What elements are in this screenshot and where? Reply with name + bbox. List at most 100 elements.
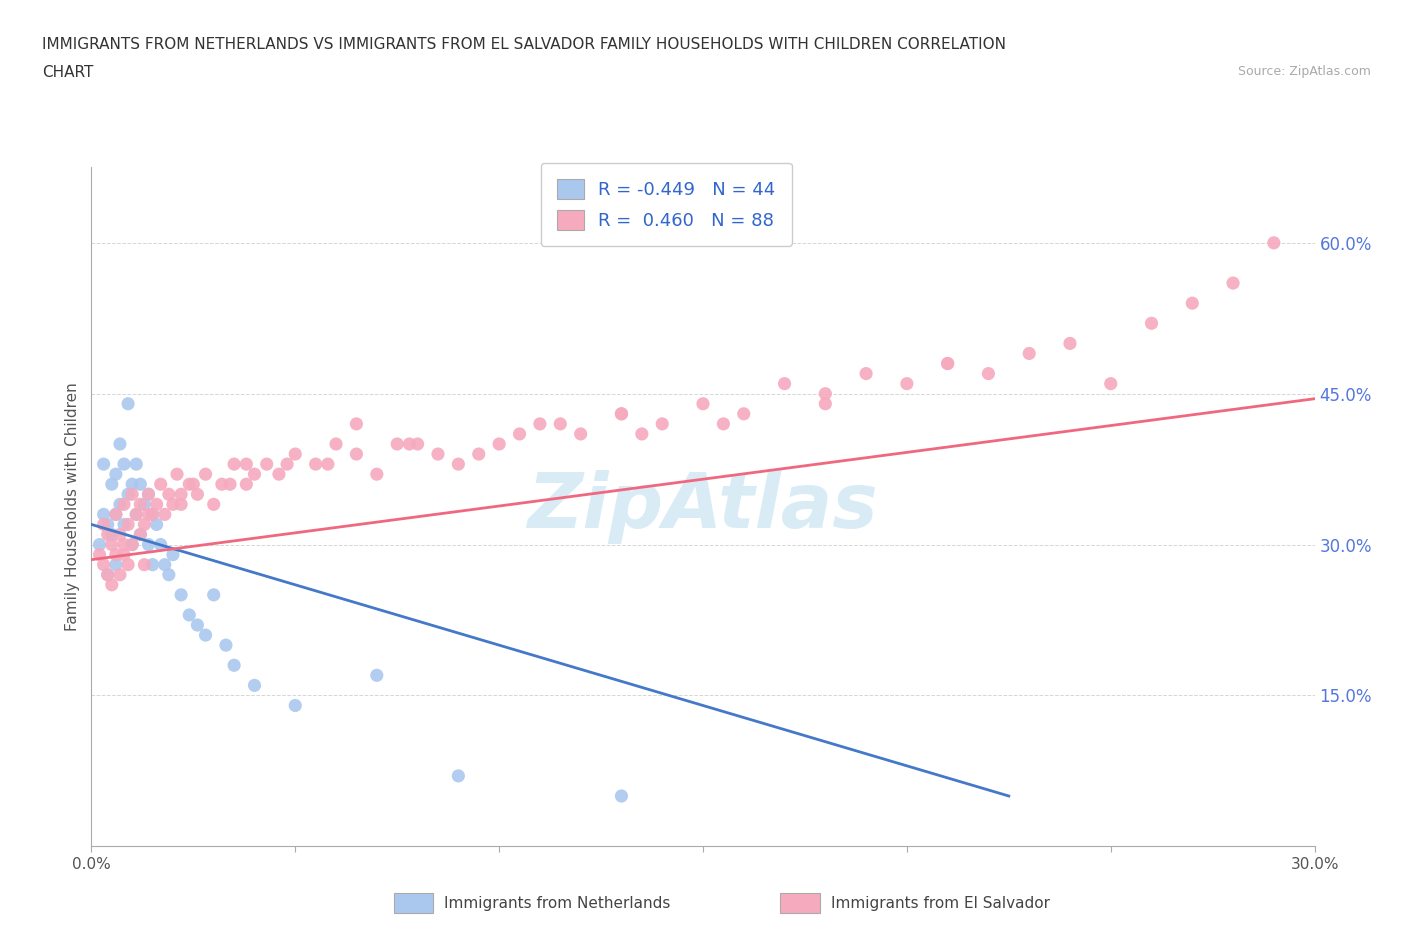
Point — [243, 678, 266, 693]
Point — [89, 547, 111, 562]
Point — [141, 507, 163, 522]
Point — [101, 538, 124, 552]
Point — [141, 507, 163, 522]
Point — [1263, 235, 1285, 250]
Point — [202, 497, 225, 512]
Point — [89, 538, 111, 552]
Point — [284, 446, 307, 461]
Point — [267, 467, 290, 482]
Point — [1099, 377, 1122, 392]
Point — [194, 628, 217, 643]
Point — [215, 638, 238, 653]
Point — [108, 527, 131, 542]
Point — [936, 356, 959, 371]
Point — [977, 366, 1000, 381]
Point — [138, 486, 160, 501]
Point — [117, 557, 139, 572]
Point — [112, 538, 135, 552]
Point — [121, 538, 143, 552]
Point — [162, 497, 184, 512]
Point — [121, 538, 143, 552]
Point — [896, 377, 918, 392]
Point — [97, 517, 120, 532]
Point — [125, 457, 148, 472]
Point — [346, 417, 368, 432]
Point — [1018, 346, 1040, 361]
Point — [385, 436, 409, 451]
Point — [235, 457, 257, 472]
Point — [814, 386, 837, 401]
Point — [651, 417, 673, 432]
Point — [219, 477, 242, 492]
Point — [108, 497, 131, 512]
Point — [692, 396, 714, 411]
Point — [134, 517, 156, 532]
Point — [170, 588, 193, 603]
Point — [936, 356, 959, 371]
Point — [138, 507, 160, 522]
Point — [117, 396, 139, 411]
Point — [129, 497, 152, 512]
Point — [129, 477, 152, 492]
Point — [222, 457, 246, 472]
Point — [162, 547, 184, 562]
Point — [97, 567, 120, 582]
Point — [149, 538, 172, 552]
Point — [179, 477, 201, 492]
Point — [211, 477, 233, 492]
Point — [447, 768, 470, 783]
Text: IMMIGRANTS FROM NETHERLANDS VS IMMIGRANTS FROM EL SALVADOR FAMILY HOUSEHOLDS WIT: IMMIGRANTS FROM NETHERLANDS VS IMMIGRANT… — [42, 37, 1007, 52]
Point — [153, 507, 176, 522]
Point — [610, 406, 633, 421]
Point — [256, 457, 278, 472]
Point — [316, 457, 339, 472]
Point — [284, 698, 307, 713]
Point — [631, 427, 654, 442]
Point — [304, 457, 326, 472]
Point — [101, 527, 124, 542]
Point — [366, 668, 388, 683]
Point — [112, 517, 135, 532]
Point — [129, 527, 152, 542]
Point — [488, 436, 510, 451]
Point — [125, 507, 148, 522]
Point — [93, 517, 115, 532]
Point — [194, 467, 217, 482]
Point — [222, 658, 246, 672]
Y-axis label: Family Households with Children: Family Households with Children — [65, 382, 80, 631]
Point — [97, 567, 120, 582]
Point — [141, 557, 163, 572]
Point — [1140, 316, 1163, 331]
Text: Immigrants from Netherlands: Immigrants from Netherlands — [444, 896, 671, 910]
Point — [125, 507, 148, 522]
Point — [733, 406, 755, 421]
Point — [1181, 296, 1204, 311]
Point — [186, 486, 208, 501]
Point — [183, 477, 205, 492]
Point — [108, 436, 131, 451]
Point — [104, 557, 127, 572]
Point — [467, 446, 491, 461]
Point — [1059, 336, 1081, 351]
Point — [153, 557, 176, 572]
Point — [398, 436, 420, 451]
Point — [121, 486, 143, 501]
Point — [235, 477, 257, 492]
Point — [550, 417, 572, 432]
Point — [610, 406, 633, 421]
Point — [97, 527, 120, 542]
Point — [179, 607, 201, 622]
Point — [773, 377, 796, 392]
Point — [117, 517, 139, 532]
Point — [346, 446, 368, 461]
Point — [112, 457, 135, 472]
Point — [104, 507, 127, 522]
Point — [101, 477, 124, 492]
Point — [145, 497, 167, 512]
Point — [170, 497, 193, 512]
Point — [134, 497, 156, 512]
Point — [186, 618, 208, 632]
Point — [1222, 275, 1244, 290]
Point — [93, 507, 115, 522]
Point — [138, 486, 160, 501]
